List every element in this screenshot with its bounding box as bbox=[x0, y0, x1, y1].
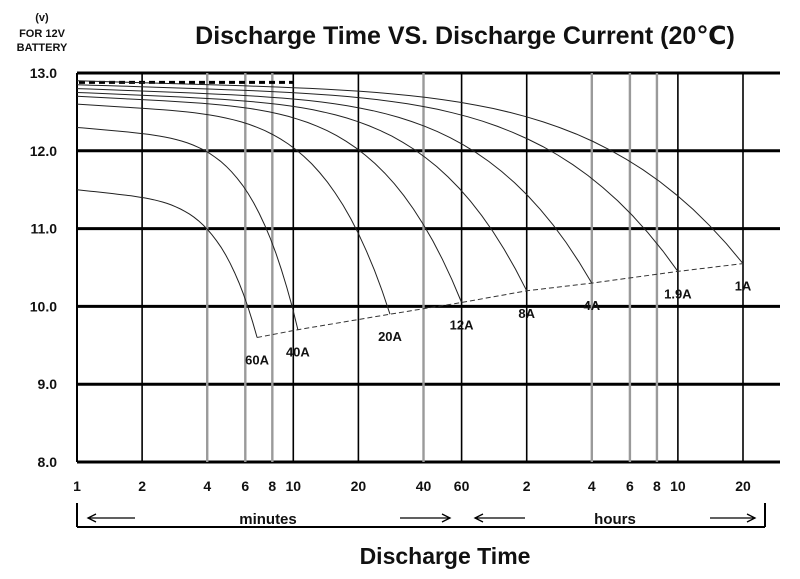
x-tick-label: 2 bbox=[523, 478, 531, 494]
y-tick-label: 8.0 bbox=[38, 454, 58, 470]
minutes-arrow-left-head bbox=[86, 513, 97, 523]
curves bbox=[76, 80, 744, 338]
y-axis-label-line-1: FOR 12V bbox=[19, 28, 66, 40]
x-tick-label: 40 bbox=[416, 478, 432, 494]
x-tick-label: 2 bbox=[138, 478, 146, 494]
curve-4a bbox=[76, 88, 593, 284]
x-tick-label: 6 bbox=[626, 478, 634, 494]
curve-labels: 60A 40A 20A 12A 8A 4A 1.9A 1A bbox=[245, 279, 752, 368]
curve-label: 1A bbox=[735, 279, 752, 294]
segments: minutes hours bbox=[76, 503, 766, 528]
x-axis-label: Discharge Time bbox=[360, 543, 531, 569]
y-tick-label: 12.0 bbox=[30, 143, 57, 159]
curve-label: 20A bbox=[378, 329, 402, 344]
hours-label: hours bbox=[594, 511, 636, 528]
y-axis-label-line-2: BATTERY bbox=[17, 42, 68, 54]
hours-arrow-left-head bbox=[473, 513, 484, 523]
x-tick-label: 6 bbox=[241, 478, 249, 494]
x-tick-label: 60 bbox=[454, 478, 470, 494]
axis-labels: 13.012.011.010.09.08.01 2 4 6 8 10 20 40 60 2 4 6 8 1… bbox=[30, 65, 751, 494]
y-tick-label: 13.0 bbox=[30, 65, 57, 81]
curve-20a bbox=[76, 103, 391, 315]
x-tick-label: 4 bbox=[203, 478, 211, 494]
y-unit-label: (v) bbox=[35, 12, 49, 24]
curve-label: 12A bbox=[450, 318, 474, 333]
chart-title: Discharge Time VS. Discharge Current (20… bbox=[195, 22, 735, 50]
curve-60a bbox=[76, 189, 258, 338]
hours-arrow-right-head bbox=[746, 513, 757, 523]
y-tick-label: 9.0 bbox=[38, 376, 58, 392]
curve-label: 60A bbox=[245, 353, 269, 368]
minutes-label: minutes bbox=[239, 511, 297, 528]
curve-label: 40A bbox=[286, 345, 310, 360]
curve-label: 1.9A bbox=[664, 286, 692, 301]
curve-1-9a bbox=[76, 84, 679, 272]
y-tick-label: 10.0 bbox=[30, 298, 57, 314]
x-tick-label: 20 bbox=[735, 478, 751, 494]
end-voltage-line bbox=[257, 263, 744, 338]
x-tick-label: 1 bbox=[73, 478, 81, 494]
curve-label: 4A bbox=[584, 298, 601, 313]
x-tick-label: 10 bbox=[670, 478, 686, 494]
curve-40a bbox=[76, 127, 299, 330]
curve-label: 8A bbox=[518, 306, 535, 321]
x-tick-label: 20 bbox=[351, 478, 367, 494]
grid bbox=[76, 71, 780, 464]
x-tick-label: 8 bbox=[268, 478, 276, 494]
x-tick-label: 8 bbox=[653, 478, 661, 494]
y-tick-label: 11.0 bbox=[31, 221, 58, 237]
x-tick-label: 4 bbox=[588, 478, 596, 494]
curve-8a bbox=[76, 92, 528, 292]
curve-1a bbox=[76, 80, 744, 264]
curve-12a bbox=[76, 95, 463, 303]
minutes-arrow-right-head bbox=[441, 513, 452, 523]
x-tick-label: 10 bbox=[286, 478, 302, 494]
